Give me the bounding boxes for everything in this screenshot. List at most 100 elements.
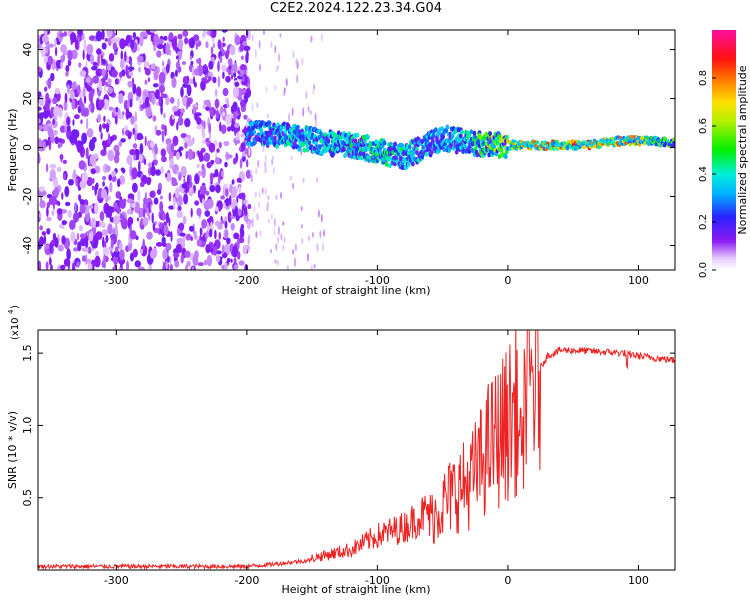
spectrogram-cell	[169, 97, 175, 104]
spectrogram-cell	[217, 39, 222, 50]
spectrogram-cell	[114, 246, 119, 253]
spectrogram-cell	[232, 101, 238, 112]
spectrogram-cell	[95, 231, 103, 240]
spectrogram-cell	[140, 217, 144, 227]
spectrogram-cell	[118, 242, 123, 251]
spectrogram-cell	[255, 231, 258, 239]
spectrogram-cell	[60, 264, 66, 270]
colorbar-tick-label: 0.2	[698, 214, 709, 230]
spectrogram-cell	[246, 159, 249, 168]
spectrogram-cell	[158, 222, 163, 230]
spectrogram-cell	[132, 32, 137, 39]
spectrogram-cell	[67, 59, 72, 67]
spectrogram-cell	[210, 221, 213, 232]
spectrogram-cell	[52, 118, 55, 125]
spectrogram-cell	[197, 170, 203, 176]
spectrogram-cell	[107, 223, 113, 235]
spectrogram-cell	[79, 199, 85, 205]
spectrogram-cell	[38, 112, 46, 118]
spectrogram-cell	[232, 245, 239, 258]
spectrogram-cell	[138, 135, 144, 140]
spectrogram-cell	[271, 155, 274, 161]
spectrogram-cell	[178, 38, 184, 50]
spectrogram-cell	[592, 144, 597, 149]
spectrogram-cell	[488, 131, 493, 137]
spectrogram-cell	[46, 43, 49, 55]
spectrogram-cell	[45, 261, 49, 270]
spectrogram-cell	[224, 262, 228, 270]
spectrogram-cell	[131, 202, 136, 208]
spectrogram-cell	[220, 124, 227, 134]
spectrogram-cell	[185, 264, 188, 270]
spectrogram-cell	[44, 244, 51, 249]
spectrogram-cell	[247, 220, 250, 228]
spectrogram-cell	[182, 76, 188, 85]
spectrogram-cell	[225, 197, 230, 207]
spectrogram-cell	[323, 229, 326, 238]
spectrogram-cell	[206, 254, 213, 267]
spectrogram-cell	[212, 43, 216, 48]
spectrogram-cell	[191, 66, 195, 77]
y-tick-label: 1.0	[21, 417, 34, 435]
spectrogram-cell	[197, 57, 202, 65]
spectrogram-cell	[225, 113, 232, 126]
spectrogram-cell	[359, 155, 364, 161]
spectrogram-cell	[142, 208, 146, 219]
spectrogram-cell	[186, 97, 191, 108]
spectrogram-cell	[118, 93, 124, 104]
spectrogram-cell	[70, 231, 76, 243]
spectrogram-cell	[206, 198, 214, 209]
spectrogram-cell	[278, 53, 280, 63]
spectrogram-cell	[256, 102, 259, 108]
spectrogram-cell	[672, 137, 675, 142]
spectrogram-y-label: Frequency (Hz)	[6, 109, 19, 192]
spectrogram-cell	[273, 167, 275, 175]
spectrogram-cell	[51, 209, 55, 216]
spectrogram-cell	[120, 138, 126, 143]
x-tick-label: -100	[365, 274, 390, 287]
y-tick-label: -20	[21, 188, 34, 206]
snr-x-label: Height of straight line (km)	[281, 583, 430, 596]
spectrogram-cell	[161, 212, 166, 221]
spectrogram-cell	[189, 55, 192, 61]
spectrogram-cell	[54, 136, 60, 145]
spectrogram-cell	[220, 170, 224, 178]
spectrogram-cell	[430, 138, 435, 144]
spectrogram-cell	[275, 66, 278, 73]
spectrogram-cell	[95, 182, 99, 191]
spectrogram-cell	[176, 121, 179, 131]
spectrogram-cell	[275, 243, 278, 251]
spectrogram-cell	[123, 198, 127, 204]
spectrogram-cell	[222, 186, 225, 199]
spectrogram-cell	[221, 111, 226, 117]
spectrogram-cell	[218, 141, 222, 149]
spectrogram-cell	[81, 132, 87, 144]
spectrogram-cell	[105, 123, 110, 133]
spectrogram-cell	[116, 178, 121, 188]
spectrogram-cell	[172, 105, 179, 113]
spectrogram-cell	[127, 111, 132, 118]
spectrogram-cell	[224, 229, 229, 239]
spectrogram-cell	[180, 86, 184, 98]
spectrogram-cell	[107, 149, 115, 162]
spectrogram-cell	[270, 135, 274, 141]
spectrogram-cell	[213, 245, 218, 256]
spectrogram-cell	[366, 134, 370, 140]
spectrogram-cell	[65, 201, 71, 207]
spectrogram-cell	[110, 239, 114, 249]
spectrogram-cell	[225, 75, 231, 83]
spectrogram-cell	[317, 209, 320, 218]
x-tick-label: 0	[504, 274, 511, 287]
spectrogram-cell	[173, 197, 176, 210]
spectrogram-cell	[139, 248, 144, 255]
spectrogram-cell	[432, 133, 436, 138]
spectrogram-cell	[50, 72, 55, 82]
spectrogram-cell	[137, 46, 140, 52]
spectrogram-cell	[47, 55, 53, 66]
spectrogram-cell	[236, 177, 242, 183]
spectrogram-cell	[181, 183, 187, 189]
spectrogram-cell	[187, 174, 190, 186]
spectrogram-cell	[171, 181, 178, 186]
spectrogram-cell	[177, 98, 180, 110]
spectrogram-cell	[162, 112, 166, 119]
